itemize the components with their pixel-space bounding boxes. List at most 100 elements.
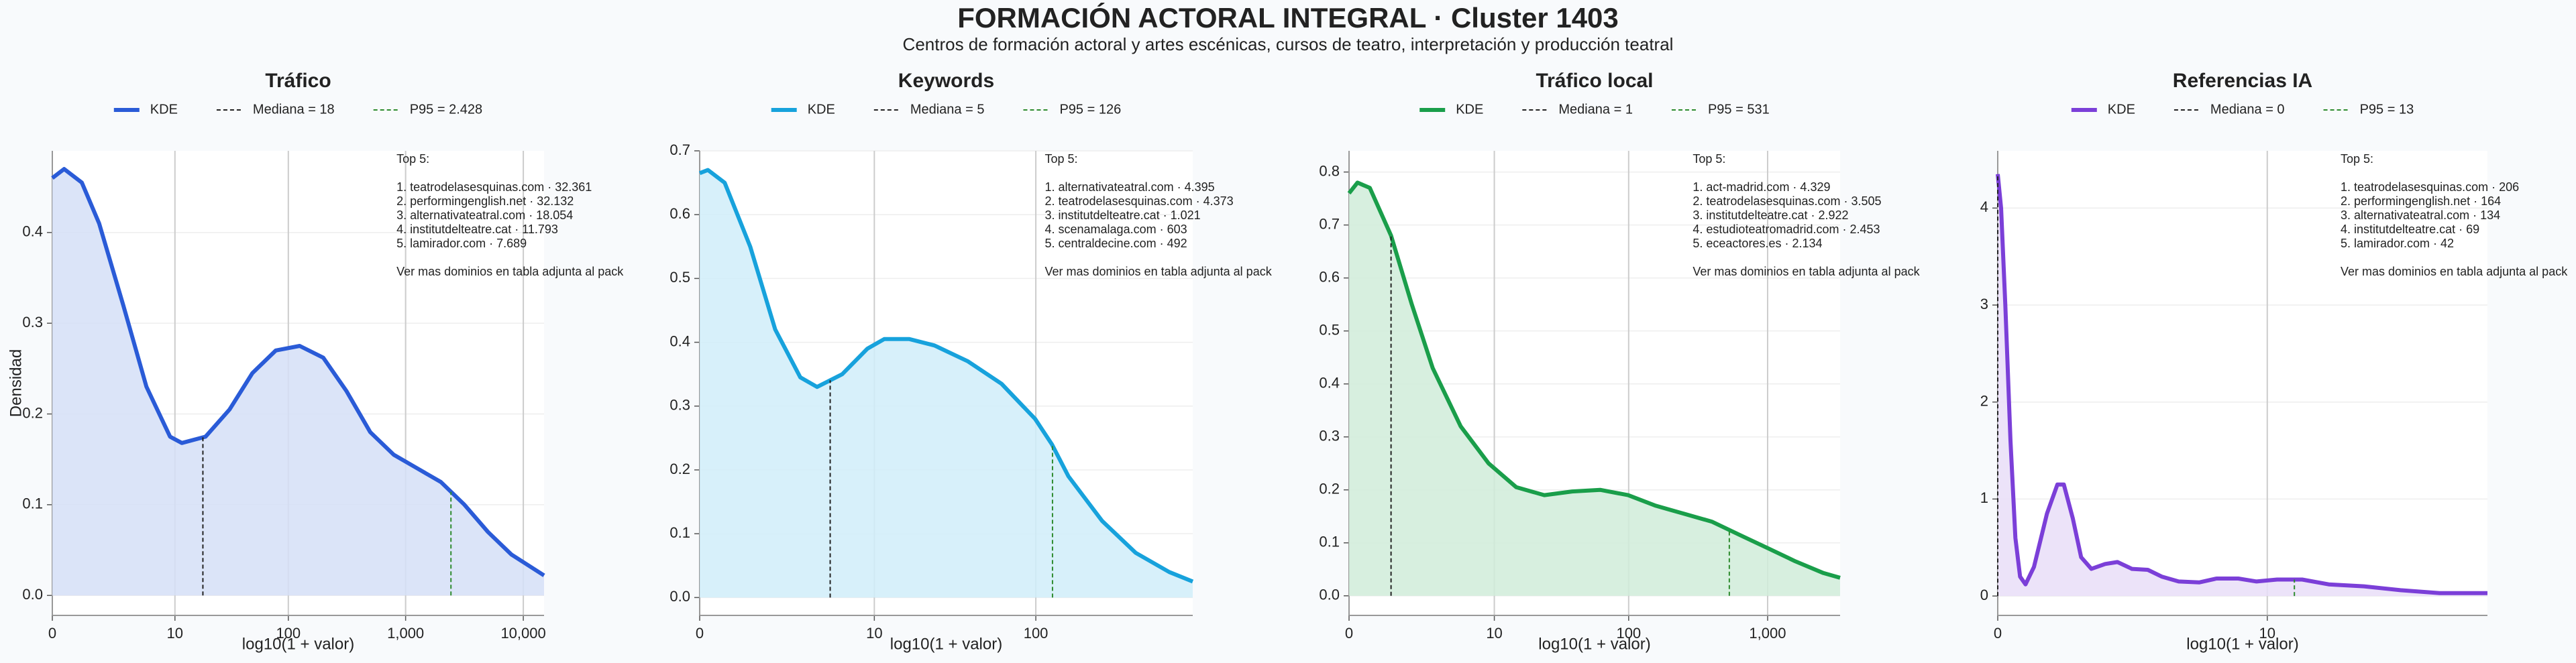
annotation-line: 1. teatrodelasesquinas.com · 206 <box>2341 180 2519 194</box>
annotation-line: 4. institutdelteatre.cat · 11.793 <box>396 223 558 236</box>
y-tick-label: 1 <box>1980 489 1988 506</box>
kde-line <box>698 168 1194 584</box>
y-tick-label: 0.5 <box>1319 321 1340 338</box>
legend-label: KDE <box>150 102 178 117</box>
y-tick-label: 0.2 <box>669 461 690 477</box>
legend-label: P95 = 126 <box>1059 102 1121 117</box>
x-tick-label: 10 <box>2259 625 2275 642</box>
legend-label: P95 = 2.428 <box>410 102 482 117</box>
kde-area <box>52 169 544 596</box>
x-axis-label: log10(1 + valor) <box>2186 635 2298 653</box>
annotation-line: 1. alternativateatral.com · 4.395 <box>1045 180 1215 194</box>
y-tick-label: 0.2 <box>1319 481 1340 497</box>
annotation-line: 3. institutdelteatre.cat · 2.922 <box>1693 208 1848 222</box>
legend: KDE Mediana = 5 P95 = 126 <box>771 102 1121 117</box>
legend: KDE Mediana = 18 P95 = 2.428 <box>113 102 482 117</box>
y-tick-label: 0.0 <box>1319 587 1340 603</box>
y-tick-label: 4 <box>1980 198 1988 215</box>
legend-label: Mediana = 0 <box>2210 102 2285 117</box>
legend-label: KDE <box>1456 102 1483 117</box>
page-title: FORMACIÓN ACTORAL INTEGRAL · Cluster 140… <box>957 1 1619 34</box>
legend-label: P95 = 531 <box>1708 102 1770 117</box>
y-tick-label: 2 <box>1980 393 1988 410</box>
y-tick-label: 0.1 <box>22 495 43 512</box>
legend: KDE Mediana = 0 P95 = 13 <box>2071 102 2414 117</box>
legend-label: KDE <box>808 102 835 117</box>
x-tick-label: 10 <box>167 625 183 642</box>
annotation-line: 2. performingenglish.net · 32.132 <box>396 194 574 208</box>
y-tick-label: 0.8 <box>1319 162 1340 179</box>
annotation-line: 2. performingenglish.net · 164 <box>2341 194 2501 208</box>
annotation-line: 3. institutdelteatre.cat · 1.021 <box>1045 208 1201 222</box>
annotation-line: 5. lamirador.com · 42 <box>2341 237 2454 250</box>
x-tick-label: 1,000 <box>387 625 424 642</box>
x-axis-label: log10(1 + valor) <box>890 635 1002 653</box>
y-tick-label: 3 <box>1980 296 1988 312</box>
annotation-line: 4. institutdelteatre.cat · 69 <box>2341 223 2479 236</box>
y-tick-label: 0.4 <box>22 223 43 240</box>
annotation-note: Ver mas dominios en tabla adjunta al pac… <box>396 265 624 278</box>
y-tick-label: 0.0 <box>669 588 690 605</box>
kde-line <box>1996 174 2487 595</box>
legend-label: P95 = 13 <box>2360 102 2414 117</box>
x-tick-label: 0 <box>1345 625 1353 642</box>
annotation-line: 3. alternativateatral.com · 18.054 <box>396 208 573 222</box>
annotation-title: Top 5: <box>396 152 429 166</box>
y-tick-label: 0.0 <box>22 586 43 603</box>
annotation-line: 1. teatrodelasesquinas.com · 32.361 <box>396 180 592 194</box>
annotation-line: 5. centraldecine.com · 492 <box>1045 237 1187 250</box>
panel-title: Referencias IA <box>2173 70 2312 92</box>
x-tick-label: 10,000 <box>500 625 545 642</box>
annotation-line: 5. lamirador.com · 7.689 <box>396 237 527 250</box>
annotation-title: Top 5: <box>2341 152 2373 166</box>
x-tick-label: 100 <box>1024 625 1049 642</box>
legend-label: Mediana = 18 <box>253 102 335 117</box>
y-tick-label: 0.7 <box>669 141 690 158</box>
annotation-line: 1. act-madrid.com · 4.329 <box>1693 180 1830 194</box>
y-tick-label: 0.7 <box>1319 215 1340 232</box>
y-tick-label: 0.6 <box>1319 268 1340 285</box>
annotation-note: Ver mas dominios en tabla adjunta al pac… <box>2341 265 2568 278</box>
panel-title: Tráfico <box>265 70 331 92</box>
annotation-note: Ver mas dominios en tabla adjunta al pac… <box>1045 265 1273 278</box>
page-subtitle: Centros de formación actoral y artes esc… <box>903 34 1674 54</box>
y-tick-label: 0.6 <box>669 205 690 222</box>
legend-label: Mediana = 5 <box>910 102 985 117</box>
x-tick-label: 100 <box>276 625 301 642</box>
y-tick-label: 0.4 <box>669 333 690 349</box>
annotation-line: 5. eceactores.es · 2.134 <box>1693 237 1822 250</box>
y-tick-label: 0.2 <box>22 404 43 421</box>
x-tick-label: 1,000 <box>1749 625 1786 642</box>
x-axis-label: log10(1 + valor) <box>1538 635 1650 653</box>
y-tick-label: 0 <box>1980 587 1988 603</box>
y-axis-label: Densidad <box>7 349 25 417</box>
kde-line <box>51 167 545 577</box>
y-tick-label: 0.1 <box>669 524 690 541</box>
kde-area <box>700 170 1193 598</box>
y-tick-label: 0.3 <box>669 397 690 414</box>
y-tick-label: 0.5 <box>669 269 690 286</box>
legend-label: Mediana = 1 <box>1558 102 1633 117</box>
annotation-title: Top 5: <box>1693 152 1725 166</box>
panel-title: Keywords <box>898 70 994 92</box>
annotation-line: 4. scenamalaga.com · 603 <box>1045 223 1187 236</box>
y-tick-label: 0.4 <box>1319 374 1340 391</box>
kde-area <box>1998 174 2487 597</box>
x-tick-label: 100 <box>1616 625 1641 642</box>
annotation-line: 2. teatrodelasesquinas.com · 4.373 <box>1045 194 1234 208</box>
x-tick-label: 10 <box>1486 625 1502 642</box>
y-tick-label: 0.3 <box>22 314 43 330</box>
x-tick-label: 0 <box>48 625 56 642</box>
kde-area <box>1349 182 1840 596</box>
annotation-line: 4. estudioteatromadrid.com · 2.453 <box>1693 223 1880 236</box>
x-axis-label: log10(1 + valor) <box>242 635 354 653</box>
y-tick-label: 0.1 <box>1319 534 1340 550</box>
x-tick-label: 10 <box>866 625 882 642</box>
annotation-title: Top 5: <box>1045 152 1078 166</box>
annotation-line: 3. alternativateatral.com · 134 <box>2341 208 2500 222</box>
plot-area <box>1998 151 2487 615</box>
annotation-note: Ver mas dominios en tabla adjunta al pac… <box>1693 265 1920 278</box>
kde-line <box>1347 180 1841 580</box>
legend-label: KDE <box>2108 102 2135 117</box>
